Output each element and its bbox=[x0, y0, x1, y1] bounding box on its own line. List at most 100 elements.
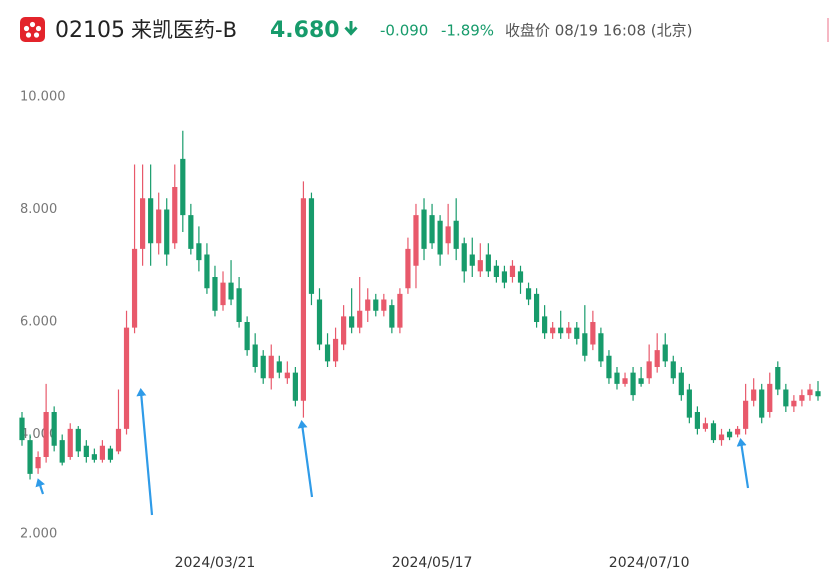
arrow bbox=[736, 438, 750, 489]
candle-body bbox=[630, 372, 636, 396]
candle-body bbox=[654, 350, 660, 367]
x-tick-label: 2024/05/17 bbox=[392, 555, 473, 571]
arrow bbox=[297, 420, 314, 498]
candle-body bbox=[35, 457, 41, 469]
candle-body bbox=[533, 293, 540, 322]
candle-body bbox=[646, 361, 652, 379]
candle-body bbox=[99, 445, 106, 460]
candle-body bbox=[172, 187, 178, 244]
candle-body bbox=[341, 316, 347, 345]
candle-body bbox=[686, 389, 692, 418]
candle-body bbox=[91, 454, 97, 460]
candle-body bbox=[461, 243, 467, 272]
candle-body bbox=[123, 327, 130, 429]
candle-body bbox=[815, 391, 821, 397]
candle-body bbox=[710, 423, 717, 441]
change-pct: -1.89% bbox=[441, 22, 494, 40]
candle-body bbox=[429, 215, 435, 244]
candle-body bbox=[566, 327, 572, 334]
candle-body bbox=[807, 389, 813, 396]
candle-body bbox=[276, 361, 282, 373]
candle-body bbox=[316, 299, 323, 345]
candle-body bbox=[413, 215, 419, 266]
candle-body bbox=[734, 428, 741, 435]
candle-body bbox=[140, 198, 146, 249]
candle-body bbox=[389, 305, 395, 328]
candle-body bbox=[558, 327, 564, 334]
candle-body bbox=[751, 389, 757, 401]
candle-body bbox=[550, 327, 556, 334]
candle-body bbox=[196, 243, 202, 261]
candle-body bbox=[509, 265, 516, 277]
candle-body bbox=[300, 198, 307, 401]
x-tick-label: 2024/07/10 bbox=[609, 555, 690, 571]
candle-body bbox=[148, 198, 154, 244]
candle-body bbox=[357, 310, 363, 328]
candle-body bbox=[405, 248, 411, 289]
candle-body bbox=[188, 215, 194, 249]
candle-body bbox=[268, 355, 274, 379]
candle-body bbox=[783, 389, 789, 407]
candle-body bbox=[759, 389, 765, 418]
flag-flower bbox=[23, 21, 42, 38]
candle-body bbox=[260, 355, 266, 379]
candle-body bbox=[574, 327, 580, 339]
candle-body bbox=[525, 288, 532, 300]
candle-body bbox=[791, 400, 797, 407]
arrow bbox=[35, 478, 46, 495]
price: 4.680 bbox=[270, 18, 340, 43]
candle-body bbox=[51, 412, 57, 446]
candle-body bbox=[718, 434, 725, 441]
candle-body bbox=[220, 282, 226, 306]
candle-body bbox=[614, 372, 620, 384]
candle-body bbox=[477, 260, 483, 272]
candle-body bbox=[349, 316, 355, 328]
candle-body bbox=[292, 372, 298, 401]
candle-body bbox=[799, 395, 805, 401]
candle-body bbox=[365, 299, 371, 311]
candle-body bbox=[284, 372, 290, 379]
down-arrow bbox=[344, 21, 358, 36]
candle-body bbox=[445, 226, 451, 244]
candle-body bbox=[27, 440, 33, 474]
candle-body bbox=[156, 209, 162, 244]
candle-body bbox=[397, 293, 403, 328]
candle-body bbox=[606, 355, 612, 379]
candle-body bbox=[493, 265, 499, 277]
candle-body bbox=[638, 378, 644, 384]
candle-body bbox=[590, 322, 596, 345]
candle-body bbox=[67, 428, 73, 457]
candle-body bbox=[204, 254, 210, 289]
candle-body bbox=[598, 333, 604, 362]
candle-body bbox=[453, 220, 459, 249]
candle-body bbox=[542, 316, 548, 334]
candle-body bbox=[582, 333, 588, 356]
candle-body bbox=[678, 372, 684, 396]
candle-body bbox=[236, 288, 242, 322]
candle-body bbox=[437, 220, 443, 255]
annotation-arrows bbox=[35, 388, 750, 516]
candle-body bbox=[381, 299, 387, 311]
candle-body bbox=[83, 445, 89, 457]
y-tick-label: 2.000 bbox=[20, 527, 57, 542]
candle-body bbox=[622, 378, 628, 384]
candle-body bbox=[107, 448, 114, 460]
candle-body bbox=[115, 428, 122, 452]
candle-body bbox=[469, 254, 475, 266]
stock-code: 02105 bbox=[55, 18, 125, 43]
candle-body bbox=[19, 417, 25, 441]
candle-body bbox=[694, 412, 700, 429]
candle-body bbox=[726, 431, 733, 438]
candle-body bbox=[59, 440, 65, 463]
candle-body bbox=[662, 344, 668, 362]
candle-body bbox=[131, 248, 138, 328]
candle-body bbox=[373, 299, 379, 311]
candle-body bbox=[252, 344, 258, 367]
flag-icon bbox=[20, 17, 45, 42]
candle-body bbox=[308, 198, 315, 294]
y-tick-label: 10.000 bbox=[20, 90, 66, 105]
candle-body bbox=[421, 209, 427, 249]
